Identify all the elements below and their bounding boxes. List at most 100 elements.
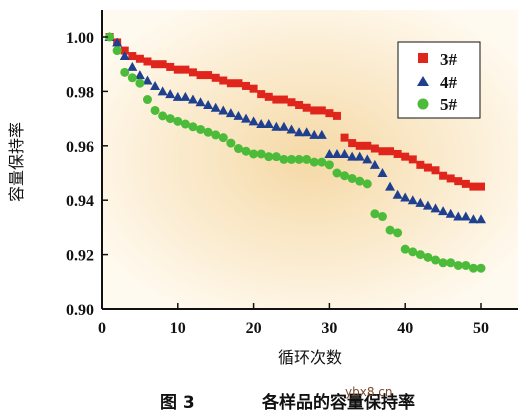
data-point-series-3 (211, 73, 220, 82)
data-point-series-5 (438, 258, 448, 268)
data-point-series-5 (256, 149, 266, 159)
data-point-series-3 (234, 79, 243, 88)
data-point-series-5 (279, 154, 289, 164)
data-point-series-5 (332, 168, 342, 178)
data-point-series-3 (348, 139, 357, 148)
data-point-series-5 (476, 263, 486, 273)
data-point-series-5 (423, 252, 433, 262)
data-point-series-5 (317, 157, 327, 167)
data-point-series-4 (468, 214, 479, 224)
x-tick-label: 30 (321, 320, 337, 337)
data-point-series-3 (386, 147, 395, 156)
y-tick-label: 0.98 (66, 84, 94, 101)
data-point-series-5 (180, 119, 190, 129)
legend-marker-circle (417, 98, 429, 110)
y-tick-label: 0.92 (66, 248, 94, 265)
data-point-series-4 (324, 148, 335, 158)
data-point-series-5 (249, 149, 259, 159)
data-point-series-5 (355, 176, 365, 186)
figure-caption: 各样品的容量保持率 (261, 392, 415, 413)
data-point-series-4 (309, 129, 320, 139)
data-point-series-4 (369, 159, 380, 169)
data-point-series-4 (127, 61, 138, 71)
legend-box (397, 41, 481, 119)
data-point-series-4 (294, 127, 305, 137)
data-point-series-5 (400, 244, 410, 254)
data-point-series-3 (295, 101, 304, 109)
data-point-series-3 (393, 149, 402, 158)
data-point-series-3 (242, 81, 251, 90)
data-point-series-4 (150, 80, 161, 90)
data-point-series-3 (120, 46, 129, 55)
data-point-series-4 (460, 211, 471, 221)
data-point-series-4 (203, 100, 214, 109)
y-tick-label: 0.94 (66, 193, 94, 210)
data-point-series-4 (377, 168, 388, 177)
data-point-series-3 (446, 174, 455, 183)
data-point-series-4 (134, 70, 145, 80)
data-point-series-3 (188, 68, 197, 77)
data-point-series-3 (135, 54, 144, 63)
data-point-series-4 (422, 200, 433, 210)
data-point-series-5 (370, 209, 380, 219)
data-point-series-4 (407, 195, 418, 205)
data-point-series-3 (166, 62, 175, 71)
data-point-series-5 (415, 250, 425, 260)
data-point-series-5 (127, 73, 137, 83)
data-point-series-4 (331, 148, 342, 158)
watermark-text: ybx8.cn (345, 385, 392, 399)
data-point-series-3 (477, 182, 485, 191)
data-point-series-3 (173, 65, 182, 74)
data-point-series-3 (196, 71, 205, 80)
data-point-series-5 (112, 46, 122, 56)
data-point-series-3 (355, 141, 364, 150)
data-point-series-5 (241, 146, 251, 156)
data-point-series-5 (385, 225, 395, 235)
data-point-series-3 (181, 65, 190, 74)
data-point-series-3 (325, 109, 334, 118)
data-point-series-4 (453, 211, 464, 221)
x-tick-label: 50 (473, 320, 489, 337)
data-point-series-5 (431, 255, 441, 265)
data-point-series-4 (172, 91, 183, 101)
data-point-series-5 (468, 263, 478, 273)
data-point-series-5 (142, 95, 152, 105)
data-point-series-4 (354, 151, 365, 161)
y-tick-label: 0.90 (66, 302, 94, 319)
y-tick-label: 1.00 (66, 30, 94, 47)
data-point-series-5 (453, 260, 463, 270)
data-point-series-4 (445, 208, 456, 218)
data-point-series-5 (446, 258, 456, 268)
data-point-series-4 (438, 206, 449, 216)
data-point-series-5 (347, 173, 357, 183)
data-point-series-4 (165, 89, 176, 99)
data-point-series-4 (256, 119, 267, 129)
data-point-series-3 (454, 177, 463, 186)
data-point-series-4 (218, 105, 229, 115)
data-point-series-3 (257, 90, 266, 99)
data-point-series-5 (408, 247, 418, 257)
data-point-series-3 (378, 147, 387, 156)
data-point-series-4 (278, 121, 289, 131)
data-point-series-3 (423, 163, 432, 172)
data-point-series-3 (439, 171, 448, 180)
data-point-series-5 (165, 114, 175, 124)
data-marks (104, 32, 486, 273)
data-point-series-4 (385, 181, 396, 191)
data-point-series-3 (151, 60, 160, 69)
data-point-series-5 (120, 67, 130, 77)
data-point-series-3 (302, 103, 311, 112)
x-tick-label: 0 (98, 320, 106, 337)
data-point-series-4 (339, 148, 350, 158)
figure-number: 图 3 (160, 393, 195, 413)
data-point-series-5 (294, 154, 304, 164)
data-point-series-4 (112, 37, 123, 47)
data-point-series-5 (203, 127, 213, 137)
data-point-series-3 (416, 160, 425, 169)
data-point-series-4 (241, 113, 252, 123)
data-point-series-3 (264, 92, 273, 101)
data-point-series-4 (301, 127, 312, 137)
data-point-series-5 (309, 157, 319, 167)
data-point-series-3 (408, 155, 417, 164)
